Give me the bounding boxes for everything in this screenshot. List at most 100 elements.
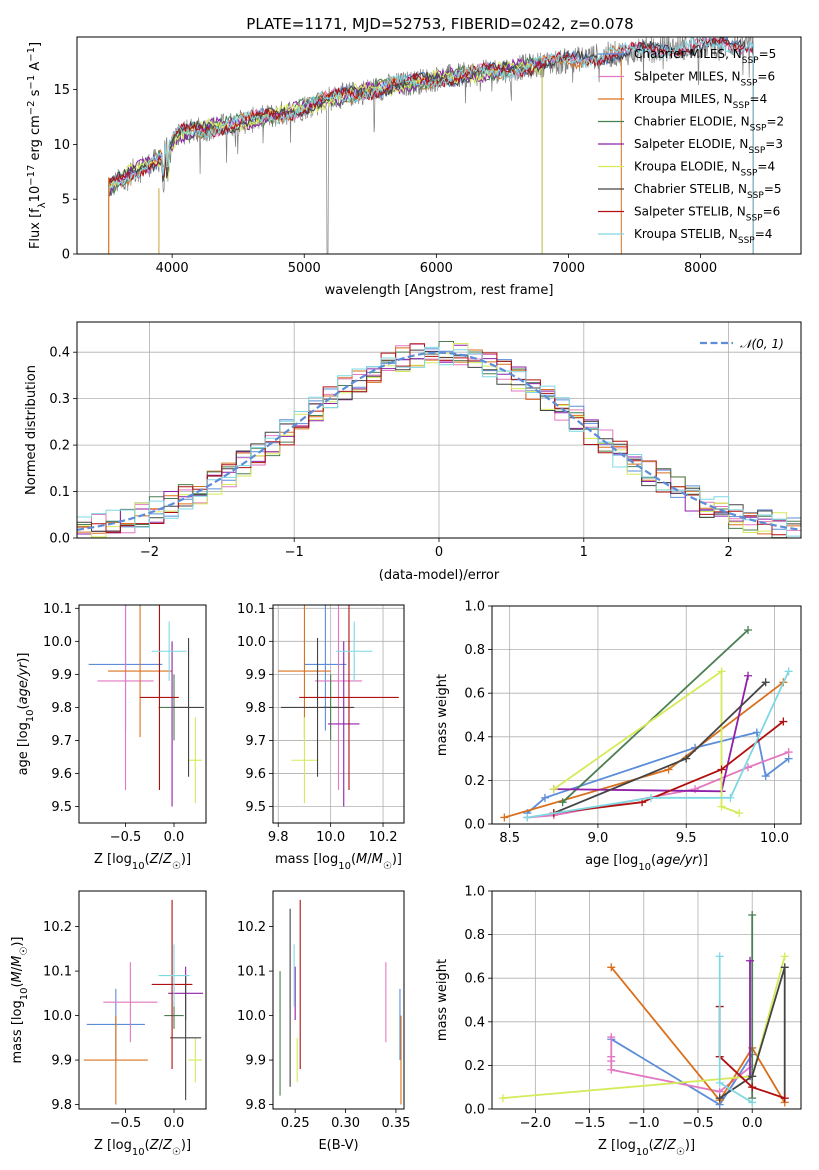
legend-entry: Chabrier MILES, NSSP=5: [634, 47, 776, 66]
residuals-panel: −2 −1 0 1 2 0.0 0.1 0.2 0.3 0.4 (data-model)/error…: [24, 321, 802, 583]
weight-marker: [558, 798, 567, 807]
weight-marker: [780, 952, 789, 961]
weight-marker: [717, 667, 726, 676]
y-axis-label: mass [log10(M/M☉)]: [10, 937, 30, 1064]
y-tick-label: 0.0: [464, 1103, 485, 1118]
y-tick-label: 10.1: [43, 965, 72, 980]
weight-marker: [735, 809, 744, 818]
x-tick-label: −0.5: [682, 1116, 714, 1131]
y-tick-label: 9.8: [51, 1098, 72, 1113]
x-tick-label: 2: [724, 545, 732, 560]
y-tick-label: 9.6: [245, 767, 266, 782]
residual-legend: 𝒩(0, 1): [700, 337, 784, 351]
legend-entry: Chabrier STELIB, NSSP=5: [634, 182, 782, 201]
axes-frame: [78, 604, 207, 824]
legend-entry: Kroupa ELODIE, NSSP=4: [634, 160, 775, 179]
x-tick-label: −2: [140, 545, 159, 560]
y-tick-label: 9.7: [245, 734, 266, 749]
legend-entry: Kroupa MILES, NSSP=4: [634, 92, 767, 111]
weight-marker: [498, 1094, 507, 1103]
y-tick-label: 9.6: [51, 767, 72, 782]
weight-line: [526, 731, 790, 814]
weight-marker: [607, 963, 616, 972]
x-tick-label: 9.0: [588, 831, 609, 846]
y-axis-label: mass weight: [435, 674, 450, 756]
y-tick-label: 9.9: [245, 1054, 266, 1069]
legend-entry: 𝒩(0, 1): [740, 337, 784, 351]
weight-marker: [761, 772, 770, 781]
y-tick-label: 9.8: [51, 701, 72, 716]
y-tick-label: 0.6: [464, 972, 485, 987]
weight-marker: [523, 813, 532, 822]
x-tick-label: 7000: [552, 261, 585, 276]
weight-marker: [746, 956, 755, 965]
x-tick-label: 8000: [684, 261, 717, 276]
y-tick-label: 10.0: [237, 1009, 266, 1024]
axes-frame: [272, 604, 405, 824]
x-tick-label: 0.0: [164, 1116, 185, 1131]
weight-line: [527, 671, 790, 819]
y-tick-label: 0.8: [464, 928, 485, 943]
y-tick-label: 9.5: [245, 800, 266, 815]
legend-entry: Kroupa STELIB, NSSP=4: [634, 227, 772, 246]
weight-marker: [607, 1065, 616, 1074]
y-tick-label: 0: [62, 248, 70, 263]
weight-marker: [715, 1078, 724, 1087]
x-tick-label: 9.8: [268, 830, 289, 845]
y-tick-label: 10.2: [237, 920, 266, 935]
y-tick-label: 0.2: [464, 1059, 485, 1074]
weight_vs_Z-panel: −2.0 −1.5 −1.0 −0.5 0.0 0.0 0.2 0.4 0.6 0.8 1.0 Z […: [435, 885, 802, 1158]
weight-marker: [540, 793, 549, 802]
y-tick-label: 5: [62, 193, 70, 208]
y-tick-label: 1.0: [464, 600, 485, 615]
legend-entry: Chabrier ELODIE, NSSP=2: [634, 115, 784, 134]
spectrum-legend: Chabrier MILES, NSSP=5 Salpeter MILES, NS…: [598, 47, 784, 246]
weight-marker: [646, 793, 655, 802]
y-tick-label: 0.0: [49, 532, 70, 547]
weight-marker: [748, 910, 757, 919]
weight-marker: [715, 952, 724, 961]
x-tick-label: −0.5: [110, 1116, 142, 1131]
spectrum-panel: 4000 5000 6000 7000 8000 0 5 10 15 wavelength [An…: [26, 36, 802, 298]
y-tick-label: 10.1: [43, 602, 72, 617]
y-tick-label: 0.1: [49, 485, 70, 500]
axes-frame: [272, 890, 405, 1110]
spectrum-model-line: [108, 37, 754, 254]
age_vs_Z-panel: −0.5 0.0 9.5 9.6 9.7 9.8 9.9 10.0 10.1 Z [log10(Z…: [16, 602, 207, 872]
weight-marker: [784, 748, 793, 757]
age_vs_mass-plot-area: [278, 605, 399, 807]
age_vs_mass-panel: 9.8 10.0 10.2 9.5 9.6 9.7 9.8 9.9 10.0 10.1 mass […: [237, 602, 405, 872]
weight-line: [719, 967, 786, 1099]
x-tick-label: 4000: [156, 261, 189, 276]
weight-marker: [780, 1094, 789, 1103]
age_vs_Z-plot-area: [88, 605, 205, 807]
y-tick-label: 10.0: [237, 635, 266, 650]
mass_vs_Z-panel: −0.5 0.0 9.8 9.9 10.0 10.1 10.2 Z [log10(Z/Z☉)]…: [10, 890, 207, 1158]
x-tick-label: 0.30: [331, 1116, 360, 1131]
weight-marker: [715, 1094, 724, 1103]
x-axis-label: mass [log10(M/M☉)]: [275, 852, 402, 872]
mass_vs_Z-plot-area: [83, 899, 204, 1105]
weight-marker: [549, 785, 558, 794]
x-axis-label: Z [log10(Z/Z☉)]: [598, 1138, 695, 1158]
axes-frame: [491, 605, 802, 825]
y-tick-label: 9.8: [245, 1098, 266, 1113]
x-axis-label: E(B-V): [318, 1138, 358, 1153]
weight-marker: [726, 793, 735, 802]
legend-entry: Salpeter ELODIE, NSSP=3: [634, 137, 783, 156]
legend-entry: Salpeter MILES, NSSP=6: [634, 70, 775, 89]
weight-marker: [748, 1083, 757, 1092]
y-tick-label: 15: [53, 83, 70, 98]
mass_vs_ebv-plot-area: [279, 899, 402, 1105]
x-tick-label: −1.0: [628, 1116, 660, 1131]
weight_vs_age-plot-area: [500, 625, 793, 822]
weight-marker: [744, 671, 753, 680]
y-tick-label: 9.7: [51, 734, 72, 749]
weight-marker: [717, 802, 726, 811]
x-tick-label: 0: [435, 545, 443, 560]
x-tick-label: 5000: [288, 261, 321, 276]
mass_vs_ebv-panel: 0.25 0.30 0.35 9.8 9.9 10.0 10.1 10.2 E(B-V): [237, 890, 410, 1153]
y-tick-label: 9.9: [245, 668, 266, 683]
y-tick-label: 1.0: [464, 885, 485, 900]
weight-marker: [500, 813, 509, 822]
